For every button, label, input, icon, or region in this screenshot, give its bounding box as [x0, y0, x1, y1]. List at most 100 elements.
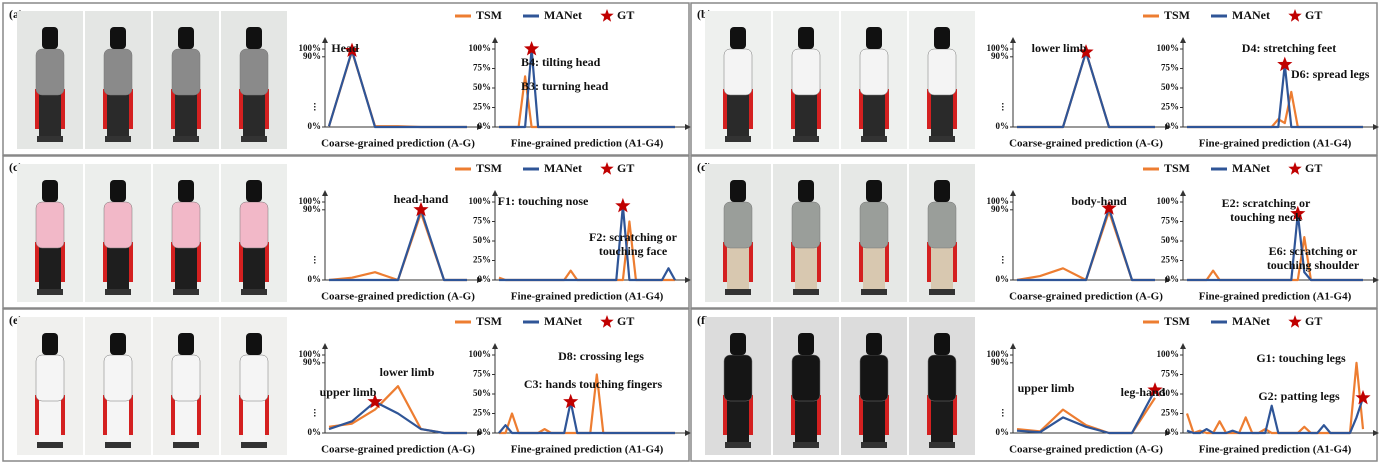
legend-label: MANet	[544, 314, 582, 328]
y-tick-label: 100%	[987, 196, 1010, 206]
x-axis-arrow	[685, 430, 691, 436]
legend-label: TSM	[1164, 8, 1190, 22]
y-axis-arrow	[322, 37, 328, 43]
x-axis-label: Fine-grained prediction (A1-G4)	[511, 291, 664, 303]
y-axis-arrow	[322, 190, 328, 196]
series-line	[328, 211, 467, 282]
photo	[221, 164, 287, 302]
annotation: upper limb	[320, 385, 377, 399]
panel-border	[690, 308, 1378, 462]
shoes	[173, 289, 199, 295]
y-tick-label: 100%	[1157, 196, 1180, 206]
legs	[243, 93, 265, 137]
axis-break	[1002, 103, 1004, 105]
legend-label: TSM	[476, 8, 502, 22]
x-axis-arrow	[1373, 430, 1379, 436]
torso	[171, 201, 201, 249]
photo	[221, 317, 287, 455]
x-axis-arrow	[1373, 277, 1379, 283]
y-tick-label: 25%	[473, 102, 491, 112]
torso	[859, 354, 889, 402]
series-line	[1016, 389, 1156, 435]
head	[110, 333, 126, 355]
axis-break	[314, 259, 316, 261]
axis-break	[314, 106, 316, 108]
head	[934, 333, 950, 355]
head	[178, 180, 194, 202]
photo	[705, 11, 771, 149]
photo	[85, 317, 151, 455]
panel: (a) TSM MANet GT0%90%100%Coarse-grained pre…	[2, 2, 691, 156]
photo	[705, 164, 771, 302]
torso	[239, 354, 269, 402]
shoes	[861, 136, 887, 142]
panel: (d) TSM MANet GT0%90%100%Coarse-grained pre…	[690, 155, 1379, 309]
series-line	[1187, 212, 1363, 282]
shoes	[793, 442, 819, 448]
y-tick-label: 0%	[1166, 427, 1180, 437]
shoes	[105, 442, 131, 448]
series-line	[1016, 210, 1155, 282]
x-axis-label: Fine-grained prediction (A1-G4)	[1199, 444, 1352, 456]
legs	[727, 93, 749, 137]
y-tick-label: 90%	[303, 51, 321, 61]
shoes	[861, 442, 887, 448]
legend-star	[1288, 162, 1302, 175]
annotation: B4: tilting head	[521, 55, 601, 69]
gt-star	[1290, 205, 1306, 221]
gt-star	[1277, 56, 1293, 72]
y-tick-label: 0%	[478, 274, 492, 284]
series-line	[328, 400, 467, 435]
photo	[841, 164, 907, 302]
series-line	[327, 50, 467, 129]
shoes	[241, 442, 267, 448]
y-tick-label: 0%	[996, 274, 1010, 284]
x-axis-label: Coarse-grained prediction (A-G)	[321, 291, 475, 303]
x-axis-label: Fine-grained prediction (A1-G4)	[511, 138, 664, 150]
head	[934, 180, 950, 202]
annotation: B3: turning head	[521, 79, 609, 93]
legs	[863, 246, 885, 290]
y-tick-label: 90%	[991, 357, 1009, 367]
head	[866, 180, 882, 202]
legs	[243, 246, 265, 290]
head	[42, 333, 58, 355]
shoes	[173, 136, 199, 142]
shoes	[929, 136, 955, 142]
head	[798, 333, 814, 355]
annotation: lower limb	[380, 365, 435, 379]
torso	[723, 48, 753, 96]
torso	[723, 354, 753, 402]
shoes	[105, 136, 131, 142]
y-tick-label: 50%	[1161, 82, 1179, 92]
torso	[239, 48, 269, 96]
series-line	[498, 400, 675, 435]
photo	[153, 164, 219, 302]
y-axis-arrow	[1180, 343, 1186, 349]
x-axis-label: Fine-grained prediction (A1-G4)	[1199, 291, 1352, 303]
x-axis-arrow	[685, 124, 691, 130]
panel-border	[2, 308, 690, 462]
y-tick-label: 75%	[1161, 369, 1179, 379]
axis-break	[314, 103, 316, 105]
shoes	[725, 136, 751, 142]
y-tick-label: 100%	[469, 196, 492, 206]
y-tick-label: 100%	[987, 43, 1010, 53]
legend-label: MANet	[544, 161, 582, 175]
legs	[39, 246, 61, 290]
x-axis-arrow	[477, 124, 483, 130]
photo	[85, 11, 151, 149]
annotation: lower limb	[1032, 41, 1087, 55]
photo	[17, 11, 83, 149]
shoes	[793, 136, 819, 142]
legs	[863, 93, 885, 137]
torso	[927, 201, 957, 249]
panel-border	[690, 2, 1378, 156]
x-axis-arrow	[1373, 124, 1379, 130]
axis-break	[1002, 409, 1004, 411]
head	[110, 27, 126, 49]
legend-star	[1288, 315, 1302, 328]
axis-break	[1002, 109, 1004, 111]
legend-label: GT	[1305, 161, 1322, 175]
gt-star	[344, 42, 360, 57]
